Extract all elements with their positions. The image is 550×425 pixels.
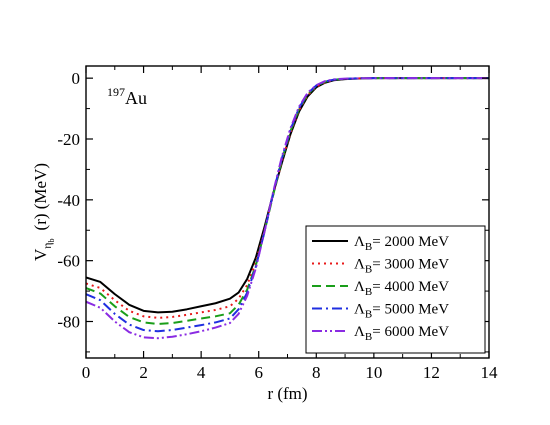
legend-value: = 2000 MeV bbox=[372, 234, 449, 250]
legend-sub: B bbox=[365, 331, 372, 343]
y-axis-title-rest: (r) (MeV) bbox=[31, 163, 50, 231]
series-line-5 bbox=[86, 77, 489, 340]
legend-lambda: Λ bbox=[354, 257, 365, 273]
legend-item-5: ΛB= 6000 MeV bbox=[312, 324, 449, 343]
y-tick-label: -80 bbox=[57, 313, 80, 332]
nucleus-annotation: 197Au bbox=[107, 85, 147, 108]
y-tick-label: -60 bbox=[57, 252, 80, 271]
legend-lambda: Λ bbox=[354, 324, 365, 340]
x-tick-label: 4 bbox=[197, 363, 206, 382]
y-axis-title-subsub: b bbox=[47, 238, 56, 242]
ticks-layer bbox=[85, 66, 490, 358]
tick-labels-layer: 0 2 4 6 8 10 12 14 0 -20 -40 -60 -80 bbox=[57, 69, 498, 382]
legend-value: = 4000 MeV bbox=[372, 279, 449, 295]
legend-value: = 3000 MeV bbox=[372, 257, 449, 273]
legend-sub: B bbox=[365, 309, 372, 321]
legend-item-2: ΛB= 3000 MeV bbox=[312, 257, 449, 276]
nucleus-mass-number: 197 bbox=[107, 85, 125, 99]
legend-sub: B bbox=[365, 241, 372, 253]
y-axis-title-main: V bbox=[31, 248, 50, 261]
legend-lambda: Λ bbox=[354, 302, 365, 318]
y-tick-label: -20 bbox=[57, 130, 80, 149]
nucleus-element: Au bbox=[125, 88, 147, 108]
x-tick-label: 8 bbox=[312, 363, 321, 382]
legend-item-3: ΛB= 4000 MeV bbox=[312, 279, 449, 298]
x-tick-label: 6 bbox=[254, 363, 263, 382]
x-tick-label: 10 bbox=[365, 363, 382, 382]
x-axis-title: r (fm) bbox=[267, 384, 307, 403]
legend-item-1: ΛB= 2000 MeV bbox=[312, 234, 449, 253]
series-layer bbox=[86, 77, 489, 340]
y-tick-label: 0 bbox=[72, 69, 81, 88]
y-tick-label: -40 bbox=[57, 191, 80, 210]
y-axis-title: Vηb (r) (MeV) bbox=[31, 163, 56, 261]
x-tick-label: 2 bbox=[139, 363, 148, 382]
y-axis-title-sub: η bbox=[40, 242, 54, 248]
legend-lambda: Λ bbox=[354, 234, 365, 250]
legend-label: ΛB= 3000 MeV bbox=[354, 257, 449, 276]
legend-lambda: Λ bbox=[354, 279, 365, 295]
legend-value: = 6000 MeV bbox=[372, 324, 449, 340]
legend-sub: B bbox=[365, 264, 372, 276]
legend-item-4: ΛB= 5000 MeV bbox=[312, 302, 449, 321]
x-tick-label: 12 bbox=[423, 363, 440, 382]
x-tick-label: 0 bbox=[82, 363, 91, 382]
x-tick-label: 14 bbox=[481, 363, 499, 382]
legend-sub: B bbox=[365, 286, 372, 298]
legend-label: ΛB= 2000 MeV bbox=[354, 234, 449, 253]
legend-label: ΛB= 5000 MeV bbox=[354, 302, 449, 321]
legend-value: = 5000 MeV bbox=[372, 302, 449, 318]
series-line-4 bbox=[86, 77, 489, 333]
legend-label: ΛB= 6000 MeV bbox=[354, 324, 449, 343]
legend-label: ΛB= 4000 MeV bbox=[354, 279, 449, 298]
